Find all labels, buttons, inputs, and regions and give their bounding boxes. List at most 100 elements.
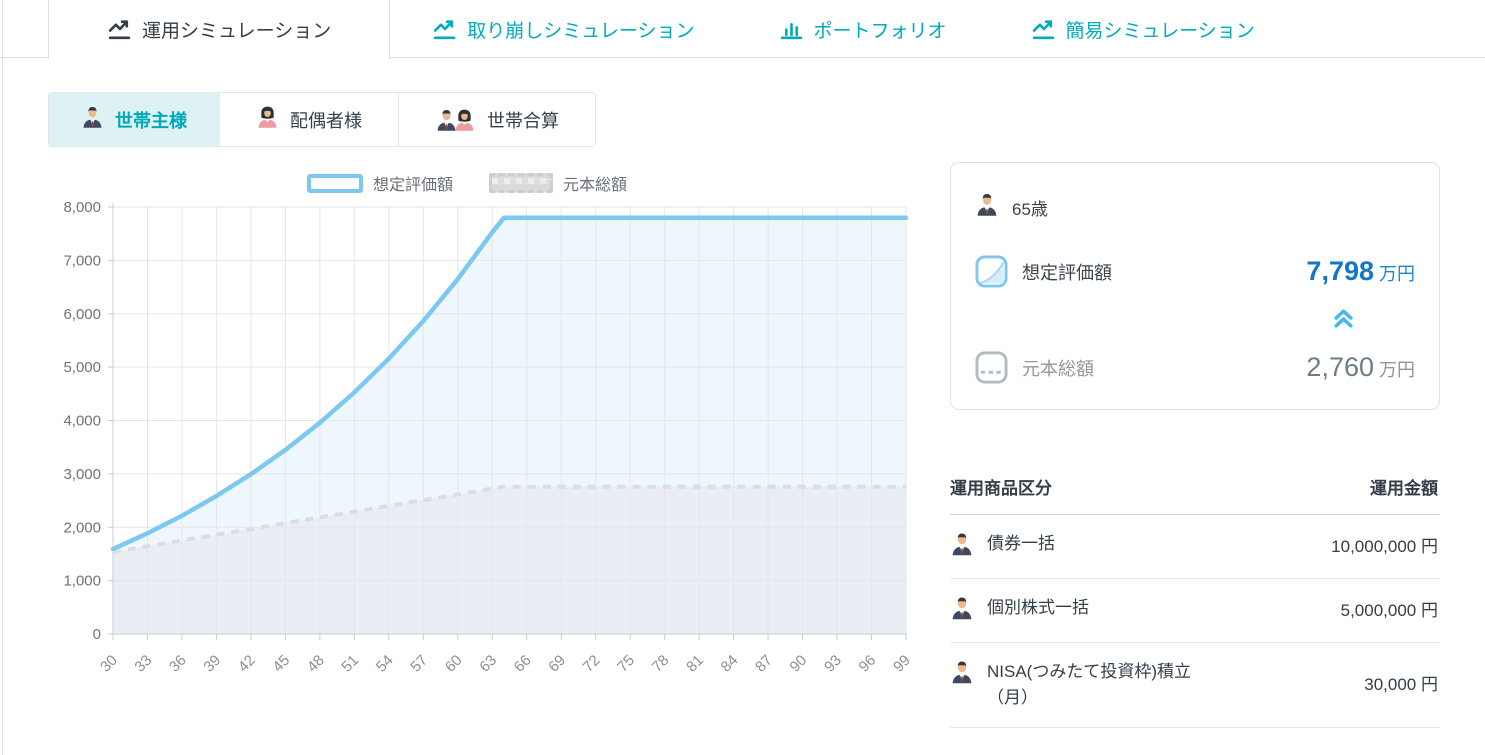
svg-text:42: 42	[235, 652, 259, 676]
svg-text:69: 69	[545, 652, 569, 676]
person-tab-householder[interactable]: 世帯主様	[49, 93, 219, 146]
simulation-chart: 想定評価額 元本総額 0 1,000 2,000 3,000 4,000 5,000 6,0…	[40, 163, 920, 697]
valuation-area-chart-icon	[975, 255, 1008, 288]
person-tab-label: 配偶者様	[290, 110, 362, 131]
svg-text:7,000: 7,000	[63, 252, 101, 269]
products-table: 運用商品区分 運用金額 債券一括 10,000,000 円	[950, 468, 1440, 728]
line-chart-icon	[107, 17, 132, 42]
tab-label: ポートフォリオ	[813, 20, 947, 42]
legend-label-principal: 元本総額	[563, 177, 628, 194]
tab-label: 取り崩しシミュレーション	[467, 20, 695, 42]
svg-text:54: 54	[373, 652, 397, 676]
valuation-amount: 7,798 万円	[1306, 256, 1415, 287]
principal-amount: 2,760 万円	[1306, 352, 1415, 383]
svg-text:39: 39	[200, 652, 224, 676]
svg-text:51: 51	[338, 652, 362, 676]
svg-text:84: 84	[718, 652, 742, 676]
svg-text:96: 96	[856, 652, 880, 676]
svg-text:99: 99	[890, 652, 914, 676]
man-woman-avatar-icons	[435, 107, 476, 133]
svg-text:81: 81	[683, 652, 707, 676]
chart-legend: 想定評価額 元本総額	[40, 171, 920, 195]
svg-text:2,000: 2,000	[63, 519, 101, 536]
tab-label: 簡易シミュレーション	[1065, 20, 1255, 42]
tab-kanni-simulation[interactable]: 簡易シミュレーション	[989, 0, 1297, 58]
svg-text:60: 60	[442, 652, 466, 676]
svg-text:0: 0	[93, 626, 101, 643]
table-row: NISA(つみたて投資枠)積立 （月） 30,000 円	[950, 643, 1440, 728]
product-label: NISA(つみたて投資枠)積立 （月）	[987, 662, 1191, 707]
product-cell: 個別株式一括	[950, 595, 1089, 626]
table-row: 債券一括 10,000,000 円	[950, 515, 1440, 579]
man-avatar-icon	[950, 531, 974, 562]
table-header: 運用商品区分 運用金額	[950, 468, 1440, 515]
product-cell: 債券一括	[950, 531, 1055, 562]
tab-unyou-simulation[interactable]: 運用シミュレーション	[48, 0, 391, 59]
svg-text:87: 87	[752, 652, 776, 676]
tab-torikuzushi-simulation[interactable]: 取り崩しシミュレーション	[390, 0, 736, 58]
svg-text:6,000: 6,000	[63, 306, 101, 323]
svg-text:33: 33	[131, 652, 155, 676]
svg-text:5,000: 5,000	[63, 359, 101, 376]
amount-cell: 5,000,000 円	[1340, 600, 1438, 620]
amount-cell: 10,000,000 円	[1331, 536, 1438, 556]
main-tab-bar: 運用シミュレーション 取り崩しシミュレーション ポートフォリオ 簡易シミュレーシ…	[0, 0, 1485, 59]
principal-label: 元本総額	[1022, 358, 1094, 379]
valuation-unit: 万円	[1379, 264, 1415, 284]
valuation-label: 想定評価額	[1022, 262, 1112, 283]
valuation-row: 想定評価額 7,798 万円	[975, 255, 1415, 288]
woman-avatar-icon	[256, 104, 279, 135]
page-left-edge	[2, 0, 3, 755]
man-avatar-icon	[975, 191, 999, 223]
svg-text:90: 90	[787, 652, 811, 676]
person-tab-bar: 世帯主様 配偶者様	[48, 92, 596, 147]
line-chart-icon	[1031, 17, 1056, 42]
person-tab-label: 世帯主様	[115, 110, 187, 131]
svg-text:8,000: 8,000	[63, 199, 101, 216]
svg-text:1,000: 1,000	[63, 573, 101, 590]
person-tab-spouse[interactable]: 配偶者様	[219, 93, 398, 146]
svg-text:66: 66	[511, 652, 535, 676]
age-value: 65歳	[1012, 199, 1048, 219]
product-cell: NISA(つみたて投資枠)積立 （月）	[950, 659, 1191, 711]
age-row: 65歳	[975, 191, 1048, 223]
valuation-value: 7,798	[1306, 256, 1374, 286]
svg-text:93: 93	[821, 652, 845, 676]
svg-text:36: 36	[166, 652, 190, 676]
man-avatar-icon	[950, 595, 974, 626]
legend-label-valuation: 想定評価額	[372, 177, 453, 194]
bar-chart-icon	[779, 17, 804, 42]
legend-swatch-valuation	[306, 173, 363, 193]
person-tab-household-total[interactable]: 世帯合算	[398, 93, 595, 146]
tab-portfolio[interactable]: ポートフォリオ	[737, 0, 989, 58]
chart-canvas[interactable]: 0 1,000 2,000 3,000 4,000 5,000 6,000 7,000 8,00…	[40, 197, 920, 697]
product-label: 債券一括	[987, 534, 1055, 553]
man-avatar-icon	[950, 659, 974, 690]
svg-text:78: 78	[649, 652, 673, 676]
principal-value: 2,760	[1306, 352, 1374, 382]
tab-label: 運用シミュレーション	[142, 21, 332, 42]
svg-text:57: 57	[407, 652, 431, 676]
legend-swatch-principal	[489, 173, 553, 193]
col-product-header: 運用商品区分	[950, 479, 1052, 498]
svg-text:45: 45	[269, 652, 293, 676]
col-amount-header: 運用金額	[1370, 479, 1438, 498]
amount-cell: 30,000 円	[1364, 675, 1438, 694]
principal-dashed-icon	[975, 351, 1008, 384]
principal-unit: 万円	[1379, 360, 1415, 380]
svg-text:3,000: 3,000	[63, 466, 101, 483]
svg-text:48: 48	[304, 652, 328, 676]
svg-text:4,000: 4,000	[63, 413, 101, 430]
product-label: 個別株式一括	[987, 598, 1089, 617]
man-avatar-icon	[81, 104, 104, 135]
svg-text:63: 63	[476, 652, 500, 676]
svg-text:75: 75	[614, 652, 638, 676]
principal-row: 元本総額 2,760 万円	[975, 351, 1415, 384]
double-chevron-up-icon	[1332, 306, 1355, 335]
summary-card: 65歳 想定評価額 7,798 万円 元本総額 2,760 万円	[950, 162, 1440, 410]
svg-text:30: 30	[97, 652, 121, 676]
line-chart-icon	[432, 17, 457, 42]
person-tab-label: 世帯合算	[487, 110, 559, 131]
table-row: 個別株式一括 5,000,000 円	[950, 579, 1440, 643]
svg-text:72: 72	[580, 652, 604, 676]
